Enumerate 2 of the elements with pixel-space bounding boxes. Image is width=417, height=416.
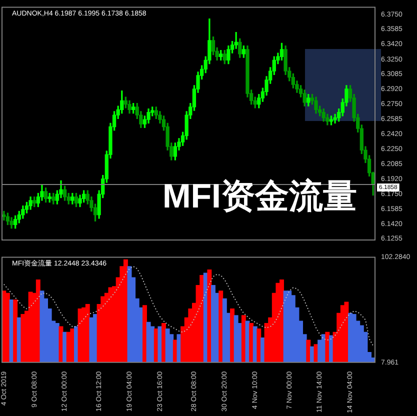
text: MFI资金流量	[162, 177, 357, 216]
line-series	[3, 266, 374, 346]
